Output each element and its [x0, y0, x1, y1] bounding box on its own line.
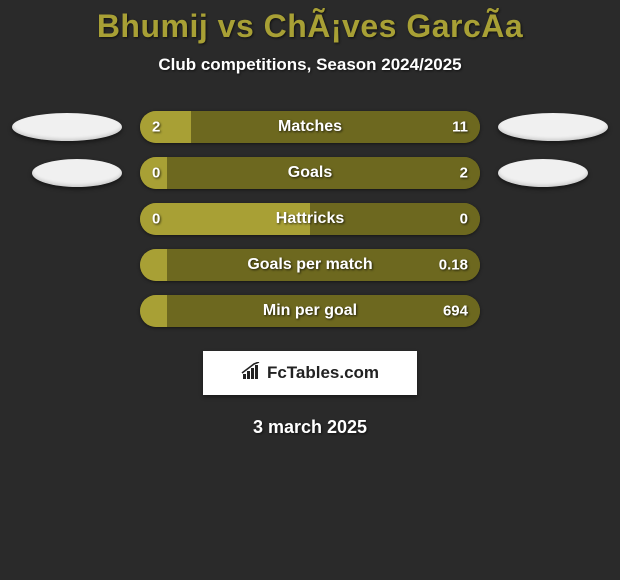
stat-label: Min per goal [263, 302, 357, 320]
stat-row: 0.18 Goals per match [0, 249, 620, 281]
stat-bar: 694 Min per goal [140, 295, 480, 327]
stat-bar-left-fill [140, 111, 191, 143]
stat-bar: 2 11 Matches [140, 111, 480, 143]
stat-rows: 2 11 Matches 0 2 Goals 0 0 Hattricks 0.18 Goals pe… [0, 111, 620, 327]
stat-bar: 0 0 Hattricks [140, 203, 480, 235]
stat-right-value: 2 [460, 165, 468, 182]
stat-label: Hattricks [276, 210, 344, 228]
player-right-marker [498, 159, 588, 187]
player-right-marker [498, 113, 608, 141]
stat-bar: 0.18 Goals per match [140, 249, 480, 281]
page-title: Bhumij vs ChÃ¡ves GarcÃ­a [0, 8, 620, 45]
date-text: 3 march 2025 [0, 417, 620, 438]
stat-left-value: 2 [152, 119, 160, 136]
stat-label: Goals [288, 164, 332, 182]
stat-row: 2 11 Matches [0, 111, 620, 143]
logo-text: FcTables.com [267, 363, 379, 383]
stat-right-value: 0.18 [439, 257, 468, 274]
stat-row: 694 Min per goal [0, 295, 620, 327]
stats-infographic: Bhumij vs ChÃ¡ves GarcÃ­a Club competiti… [0, 0, 620, 438]
stat-bar-left-fill [140, 249, 167, 281]
stat-label: Goals per match [247, 256, 372, 274]
stat-bar: 0 2 Goals [140, 157, 480, 189]
stat-row: 0 2 Goals [0, 157, 620, 189]
stat-left-value: 0 [152, 211, 160, 228]
chart-icon [241, 362, 263, 385]
stat-left-value: 0 [152, 165, 160, 182]
player-left-marker [32, 159, 122, 187]
stat-right-value: 0 [460, 211, 468, 228]
stat-right-value: 694 [443, 303, 468, 320]
subtitle: Club competitions, Season 2024/2025 [0, 55, 620, 75]
player-left-marker [12, 113, 122, 141]
stat-label: Matches [278, 118, 342, 136]
logo-badge: FcTables.com [203, 351, 417, 395]
stat-bar-left-fill [140, 295, 167, 327]
stat-right-value: 11 [452, 119, 468, 136]
stat-row: 0 0 Hattricks [0, 203, 620, 235]
